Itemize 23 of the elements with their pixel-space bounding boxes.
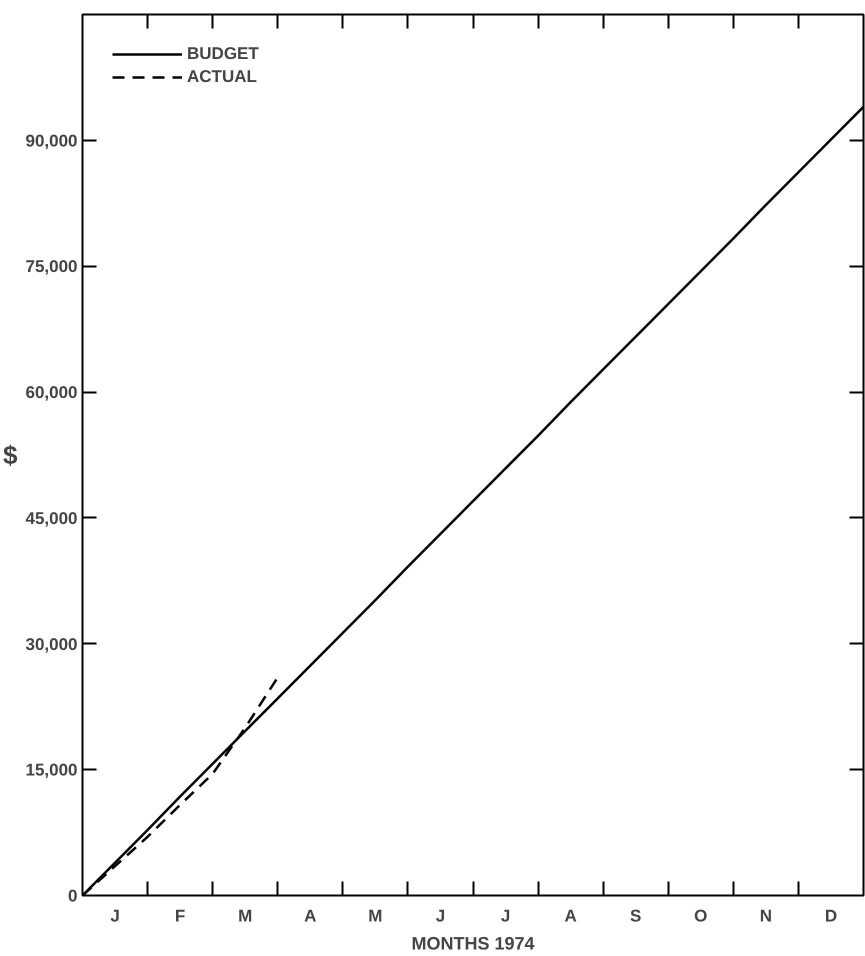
x-tick-label: S bbox=[630, 906, 642, 926]
y-tick-label: 90,000 bbox=[26, 131, 78, 150]
x-tick-label: N bbox=[760, 906, 772, 926]
y-tick-label: 75,000 bbox=[26, 257, 78, 276]
y-tick-label: 15,000 bbox=[26, 760, 78, 780]
x-tick-label: O bbox=[694, 906, 708, 926]
x-tick-label: M bbox=[368, 906, 382, 926]
x-tick-label: F bbox=[174, 906, 186, 926]
legend-label: BUDGET bbox=[187, 44, 259, 64]
x-tick-label: J bbox=[110, 906, 120, 926]
x-axis-title: MONTHS 1974 bbox=[411, 934, 535, 954]
x-tick-label: J bbox=[436, 906, 446, 926]
legend-label: ACTUAL bbox=[187, 67, 257, 87]
x-tick-label: A bbox=[564, 906, 577, 926]
x-tick-label: M bbox=[238, 906, 252, 926]
x-tick-label: A bbox=[304, 906, 316, 926]
y-tick-label: 45,000 bbox=[26, 508, 78, 528]
x-tick-label: J bbox=[500, 906, 510, 926]
y-tick-label: 30,000 bbox=[26, 634, 78, 654]
y-tick-label: 0 bbox=[68, 886, 78, 906]
y-tick-label: 60,000 bbox=[26, 383, 78, 402]
y-axis-title: $ bbox=[3, 440, 18, 470]
x-tick-label: D bbox=[824, 906, 838, 926]
